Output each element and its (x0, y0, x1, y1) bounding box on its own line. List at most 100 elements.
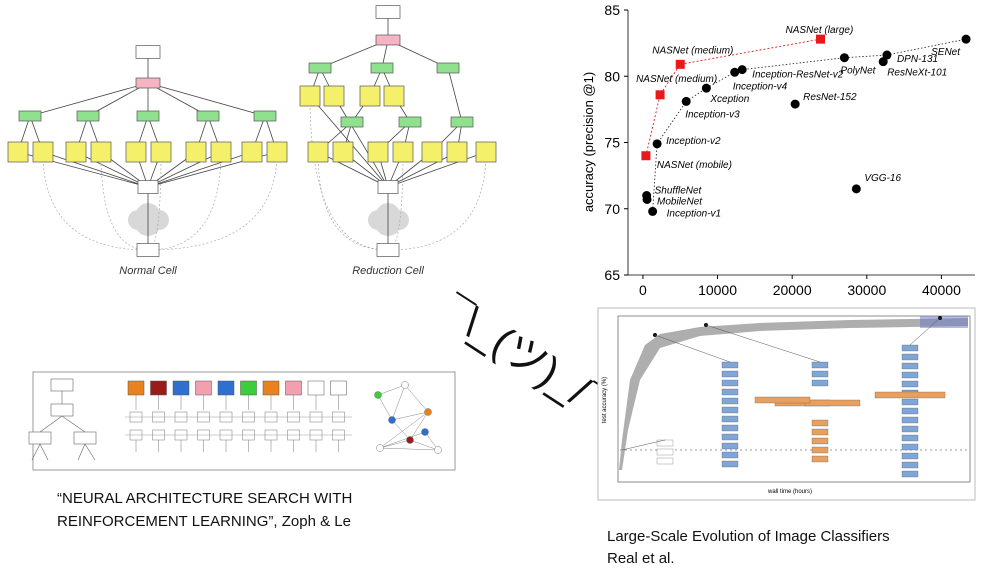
token-block (217, 380, 235, 396)
point (641, 151, 651, 161)
population-cloud (920, 316, 968, 328)
cell-node (446, 141, 468, 163)
token-block (330, 380, 347, 396)
layer-block (811, 419, 829, 427)
graph-edge (424, 431, 439, 451)
cell-node (136, 243, 160, 257)
x-tick-label: 0 (639, 282, 647, 298)
layer-block (901, 434, 919, 442)
point-label: ResNet-152 (803, 92, 857, 103)
layer-block (901, 443, 919, 451)
cell-node (32, 141, 54, 163)
cell-node (150, 141, 172, 163)
y-tick-label: 65 (604, 267, 620, 283)
graph-node (376, 444, 384, 452)
cell-node (375, 5, 401, 19)
layer-block (901, 461, 919, 469)
graph-node (388, 416, 396, 424)
cell-node (7, 141, 29, 163)
point (655, 90, 665, 100)
y-tick-label: 80 (604, 68, 620, 84)
graph-edge (391, 384, 406, 421)
layer-block (656, 439, 674, 447)
left-caption-line: “NEURAL ARCHITECTURE SEARCH WITH (57, 490, 352, 507)
point (882, 50, 892, 60)
right-caption-line: Large-Scale Evolution of Image Classifie… (607, 528, 890, 545)
layer-block (901, 416, 919, 424)
token-block (307, 380, 325, 396)
point-label: VGG-16 (864, 173, 901, 184)
tree-edge (39, 415, 63, 433)
cell-node (375, 34, 401, 46)
point-label: MobileNet (657, 196, 703, 207)
edge (147, 151, 162, 251)
layer-block (811, 370, 829, 378)
x-tick-label: 10000 (698, 282, 737, 298)
token-block (172, 380, 190, 396)
edge (387, 151, 487, 251)
point-label: Xception (709, 94, 749, 105)
layer-block (811, 361, 829, 369)
cell-node (185, 141, 207, 163)
evo-xlabel: wall time (hours) (767, 489, 812, 495)
point (642, 194, 652, 204)
cell-node (18, 110, 42, 122)
cell-node (450, 116, 474, 128)
graph-node (374, 391, 382, 399)
point (681, 96, 691, 106)
layer-block (721, 433, 739, 441)
layer-block (811, 428, 829, 436)
cell-node (398, 116, 422, 128)
cell-node (299, 85, 321, 107)
point-label: NASNet (mobile) (657, 160, 732, 171)
x-tick-label: 30000 (847, 282, 886, 298)
edge (42, 151, 149, 251)
token-block (285, 380, 302, 396)
x-tick-label: 40000 (922, 282, 961, 298)
graph-node (424, 408, 432, 416)
graph-edge (391, 411, 429, 421)
cell-node (135, 77, 161, 89)
tree-edge (31, 443, 41, 461)
layer-block (811, 437, 829, 445)
graph-edge (377, 384, 406, 396)
cell-node (266, 141, 288, 163)
series-line (645, 38, 821, 156)
reduction-cell-label: Reduction Cell (352, 265, 424, 277)
layer-block (901, 470, 919, 478)
y-axis-label: accuracy (precision @1) (581, 72, 596, 212)
point (730, 67, 740, 77)
graph-edge (391, 419, 411, 441)
connector (909, 317, 941, 346)
y-tick-label: 75 (604, 135, 620, 151)
point-label: DPN-131 (897, 54, 938, 65)
connector (621, 439, 666, 451)
cell-node (436, 62, 460, 74)
tree-node (73, 431, 97, 445)
layer-block (901, 407, 919, 415)
edge (87, 82, 149, 117)
graph-edge (404, 384, 429, 413)
cell-node (307, 141, 329, 163)
graph-edge (379, 439, 411, 449)
edge (29, 82, 149, 117)
graph-edge (377, 394, 393, 421)
graph-node (401, 381, 409, 389)
cell-node (475, 141, 497, 163)
point-label: NASNet (medium) (636, 74, 717, 85)
layer-block (901, 425, 919, 433)
edge (75, 151, 149, 188)
cell-node (135, 45, 161, 59)
point-label: PolyNet (840, 66, 876, 77)
edge (100, 151, 149, 251)
evo-ylabel: test accuracy (%) (602, 377, 608, 423)
layer-block (804, 399, 861, 407)
graph-edge (409, 439, 439, 451)
layer-block (901, 344, 919, 352)
tree-edge (39, 443, 49, 461)
layer-block (721, 460, 739, 468)
point (675, 59, 685, 69)
layer-block (721, 442, 739, 450)
cell-node (359, 85, 381, 107)
